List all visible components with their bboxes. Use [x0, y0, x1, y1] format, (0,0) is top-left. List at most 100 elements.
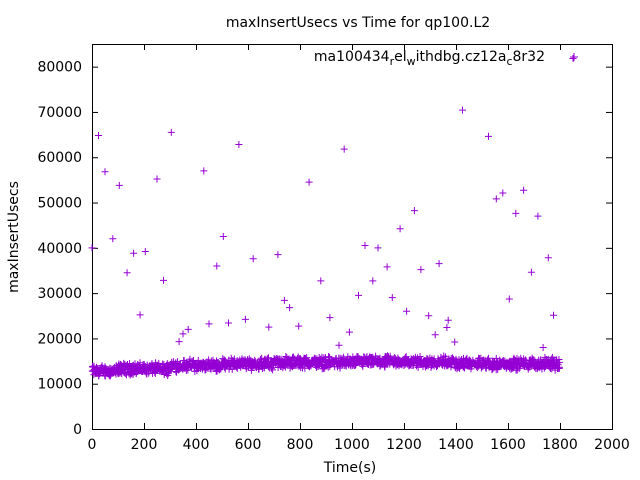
- x-tick-label: 400: [183, 437, 210, 453]
- x-tick-label: 1200: [386, 437, 422, 453]
- data-point: [123, 269, 131, 277]
- data-point: [225, 319, 232, 327]
- y-axis-label: maxInsertUsecs: [6, 181, 22, 293]
- data-point: [335, 341, 343, 349]
- y-tick-label: 70000: [37, 105, 82, 121]
- data-point: [485, 132, 492, 140]
- data-point: [136, 311, 144, 319]
- axis-ticks: 0 200 400 600 800 1000 1200 1400 1600 1800 2000010…: [37, 44, 630, 453]
- data-point: [130, 249, 138, 257]
- data-point: [286, 304, 294, 312]
- data-point: [427, 363, 435, 371]
- y-tick-label: 10000: [37, 377, 82, 393]
- data-points: [88, 54, 577, 380]
- data-point: [249, 255, 257, 263]
- data-point: [305, 178, 313, 186]
- data-point: [492, 195, 500, 203]
- data-point: [410, 207, 418, 215]
- legend: ma100434relwithdbg.cz12ac8r32: [314, 49, 578, 68]
- data-point: [414, 363, 422, 371]
- data-point: [219, 233, 227, 240]
- data-point: [326, 314, 334, 322]
- data-point: [435, 260, 443, 268]
- data-point: [494, 365, 502, 373]
- data-point: [95, 131, 102, 139]
- data-point: [425, 312, 433, 320]
- data-point: [200, 167, 208, 175]
- x-tick-label: 200: [131, 437, 158, 453]
- data-point: [265, 323, 273, 331]
- data-point: [374, 244, 382, 252]
- data-point: [295, 322, 303, 330]
- data-point: [205, 320, 213, 328]
- data-point: [499, 189, 507, 197]
- data-point: [151, 369, 159, 377]
- data-point: [409, 361, 417, 369]
- legend-marker: [570, 53, 578, 61]
- data-point: [443, 324, 451, 332]
- data-point: [340, 145, 348, 153]
- data-point: [388, 294, 396, 302]
- y-tick-label: 0: [73, 422, 82, 438]
- data-point: [175, 338, 183, 346]
- data-point: [515, 365, 523, 373]
- data-point: [539, 343, 547, 351]
- data-point: [527, 268, 535, 276]
- data-point: [512, 209, 520, 217]
- data-point: [235, 141, 243, 149]
- legend-entry-label: ma100434relwithdbg.cz12ac8r32: [314, 49, 545, 68]
- data-point: [444, 316, 452, 324]
- data-point: [148, 360, 156, 368]
- data-point: [115, 181, 123, 189]
- y-tick-label: 30000: [37, 286, 82, 302]
- data-point: [459, 106, 466, 114]
- data-point: [361, 242, 369, 250]
- x-tick-label: 0: [88, 437, 97, 453]
- x-axis-label: Time(s): [323, 460, 376, 476]
- x-tick-label: 1800: [542, 437, 578, 453]
- data-point: [345, 328, 353, 336]
- data-point: [505, 295, 513, 303]
- data-point: [184, 325, 192, 333]
- data-point: [179, 330, 187, 338]
- y-tick-label: 80000: [37, 60, 82, 76]
- y-tick-label: 40000: [37, 241, 82, 257]
- data-point: [431, 331, 439, 339]
- x-tick-label: 2000: [594, 437, 630, 453]
- data-point: [355, 291, 362, 299]
- data-point: [167, 128, 175, 136]
- x-tick-label: 1400: [438, 437, 474, 453]
- data-point: [451, 338, 459, 346]
- data-point: [274, 251, 282, 259]
- data-point: [106, 372, 114, 380]
- data-point: [544, 254, 552, 262]
- data-point: [381, 363, 389, 371]
- x-tick-label: 1600: [490, 437, 526, 453]
- data-point: [520, 186, 528, 194]
- y-tick-label: 60000: [37, 150, 82, 166]
- legend-marker-plus: [570, 53, 578, 61]
- chart-title: maxInsertUsecs vs Time for qp100.L2: [226, 15, 490, 31]
- data-point: [534, 212, 542, 220]
- data-point: [213, 357, 221, 365]
- data-point: [109, 235, 117, 243]
- x-tick-label: 800: [287, 437, 314, 453]
- x-tick-label: 1000: [334, 437, 370, 453]
- data-point: [101, 168, 109, 176]
- data-point: [351, 361, 359, 369]
- data-point: [550, 311, 557, 319]
- y-tick-label: 50000: [37, 196, 82, 212]
- data-point: [440, 352, 448, 360]
- data-point: [403, 307, 411, 315]
- data-point: [228, 365, 236, 373]
- data-point: [153, 175, 161, 183]
- data-point: [569, 54, 577, 62]
- data-point: [317, 277, 325, 285]
- data-point: [555, 358, 563, 366]
- data-point: [160, 276, 167, 284]
- x-tick-label: 600: [235, 437, 262, 453]
- data-point: [383, 263, 391, 271]
- data-point: [369, 277, 377, 285]
- y-tick-label: 20000: [37, 331, 82, 347]
